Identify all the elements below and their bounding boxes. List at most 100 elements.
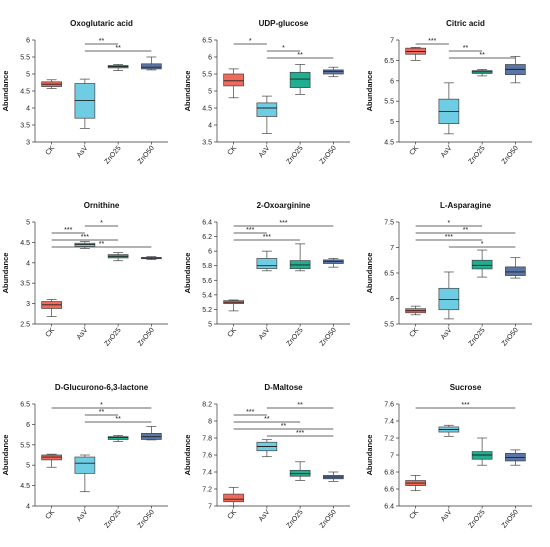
y-axis-label: Abundance [365, 71, 374, 112]
x-tick-label: AsV [258, 509, 272, 524]
significance-label: ** [297, 402, 303, 409]
significance-label: ** [264, 416, 270, 423]
significance-label: * [481, 241, 484, 248]
y-tick-label: 8 [208, 419, 212, 426]
box-AsV [256, 102, 278, 117]
box-ZnO25 [289, 71, 311, 88]
y-tick-label: 7 [390, 38, 394, 45]
x-tick-label: ZnO25 [104, 145, 123, 166]
x-tick-label: ZnO50 [319, 145, 338, 166]
y-tick-label: 5.5 [20, 55, 30, 62]
chart-title: Sucrose [450, 383, 482, 392]
y-tick-label: 7.6 [384, 402, 394, 409]
y-tick-label: 5.5 [202, 72, 212, 79]
y-tick-label: 5 [26, 72, 30, 79]
x-tick-label: CK [45, 327, 57, 339]
y-tick-label: 5 [390, 119, 394, 126]
y-tick-label: 4 [26, 504, 30, 511]
x-tick-label: ZnO50 [137, 509, 156, 530]
significance-label: ** [463, 45, 469, 52]
y-tick-label: 5.8 [202, 263, 212, 270]
x-tick-label: AsV [258, 145, 272, 160]
chart-panel-4: Ornithine Abundance 2.5 3 3.5 4 4.5 5 CK AsV ZnO25… [1, 201, 168, 348]
x-tick-label: AsV [76, 327, 90, 342]
y-tick-label: 7.6 [202, 453, 212, 460]
y-tick-label: 7.5 [384, 220, 394, 227]
x-tick-label: AsV [76, 145, 90, 160]
y-tick-label: 6.5 [384, 58, 394, 65]
y-tick-label: 4.5 [384, 140, 394, 147]
y-tick-label: 6 [26, 422, 30, 429]
x-tick-label: ZnO50 [319, 327, 338, 348]
box-AsV [438, 287, 460, 311]
significance-label: *** [279, 220, 287, 227]
x-tick-label: CK [227, 327, 239, 339]
x-tick-label: ZnO50 [319, 509, 338, 530]
significance-label: ** [115, 45, 121, 52]
significance-label: ** [281, 423, 287, 430]
chart-panel-3: Citric acid Abundance 4.5 5 5.5 6 6.5 7 CK AsV ZnO… [365, 19, 532, 166]
y-tick-label: 7.2 [384, 436, 394, 443]
chart-panel-6: L-Asparagine Abundance 5.5 6 6.5 7 7.5 CK AsV ZnO… [365, 201, 532, 348]
box-AsV [256, 258, 278, 269]
y-tick-label: 5.2 [202, 307, 212, 314]
significance-label: ** [479, 52, 485, 59]
chart-title: D-Glucurono-6,3-lactone [55, 383, 149, 392]
significance-label: *** [64, 227, 72, 234]
y-tick-label: 3.5 [20, 281, 30, 288]
y-tick-label: 5 [208, 89, 212, 96]
y-tick-label: 4 [208, 123, 212, 130]
y-tick-label: 5.6 [202, 278, 212, 285]
significance-label: *** [263, 234, 271, 241]
significance-label: *** [296, 430, 304, 437]
y-tick-label: 6.4 [202, 220, 212, 227]
y-tick-label: 5 [26, 220, 30, 227]
chart-panel-1: Oxoglutaric acid Abundance 3 3.5 4 4.5 5 5.5 6 CK… [1, 19, 168, 166]
x-tick-label: CK [227, 145, 239, 157]
box-ZnO50 [323, 69, 344, 75]
y-tick-label: 5 [208, 322, 212, 329]
y-tick-label: 4 [26, 260, 30, 267]
box-ZnO25 [471, 259, 493, 270]
y-tick-label: 6.6 [384, 487, 394, 494]
y-axis-label: Abundance [183, 435, 192, 476]
y-tick-label: 7 [390, 453, 394, 460]
y-tick-label: 6 [208, 249, 212, 256]
y-tick-label: 5.4 [202, 292, 212, 299]
significance-label: ** [99, 409, 105, 416]
y-tick-label: 5 [26, 463, 30, 470]
x-tick-label: CK [45, 509, 57, 521]
y-tick-label: 3.5 [202, 140, 212, 147]
y-tick-label: 7.4 [202, 470, 212, 477]
x-tick-label: ZnO25 [104, 509, 123, 530]
y-tick-label: 5.5 [384, 99, 394, 106]
y-tick-label: 2.5 [20, 322, 30, 329]
x-tick-label: ZnO25 [468, 327, 487, 348]
significance-label: ** [463, 227, 469, 234]
y-tick-label: 6.5 [384, 271, 394, 278]
chart-title: 2-Oxoarginine [257, 201, 311, 210]
box-ZnO50 [141, 63, 162, 70]
x-tick-label: ZnO50 [501, 327, 520, 348]
chart-title: Citric acid [446, 19, 485, 28]
chart-panel-2: UDP-glucose Abundance 3.5 4 4.5 5 5.5 6 6.5 CK AsV… [183, 19, 350, 166]
x-tick-label: ZnO25 [286, 145, 305, 166]
box-ZnO50 [505, 266, 526, 276]
chart-title: D-Maltose [264, 383, 303, 392]
y-axis-label: Abundance [183, 71, 192, 112]
chart-panel-9: Sucrose Abundance 6.4 6.6 6.8 7 7.2 7.4 7.6 CK AsV… [365, 383, 532, 530]
y-tick-label: 6.8 [384, 470, 394, 477]
chart-title: L-Asparagine [440, 201, 492, 210]
x-tick-label: CK [45, 145, 57, 157]
y-tick-label: 6.5 [20, 402, 30, 409]
significance-label: * [448, 220, 451, 227]
chart-title: Ornithine [84, 201, 120, 210]
y-tick-label: 7.4 [384, 419, 394, 426]
x-tick-label: CK [409, 509, 421, 521]
y-tick-label: 7 [208, 504, 212, 511]
x-tick-label: AsV [258, 327, 272, 342]
significance-label: * [282, 45, 285, 52]
y-tick-label: 7.2 [202, 487, 212, 494]
significance-label: *** [428, 38, 436, 45]
y-tick-label: 6 [390, 296, 394, 303]
